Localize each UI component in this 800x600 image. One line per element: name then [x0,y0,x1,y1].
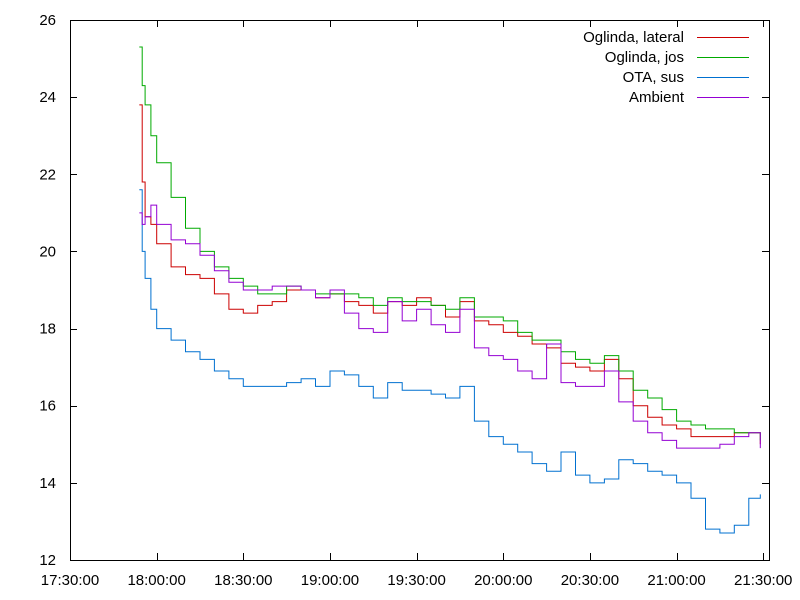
legend-label-3: Ambient [629,89,685,106]
y-tick-label: 26 [39,12,56,29]
x-tick-label: 21:30:00 [734,572,792,589]
series-line-3 [139,204,761,449]
x-tick-label: 18:00:00 [127,572,185,589]
x-tick-label: 20:30:00 [561,572,619,589]
y-tick-label: 18 [39,321,56,338]
x-tick-label: 18:30:00 [214,572,272,589]
y-tick-label: 12 [39,552,56,569]
x-tick-label: 20:00:00 [474,572,532,589]
legend-label-0: Oglinda, lateral [583,29,684,46]
plot-frame [70,20,770,561]
series-lines [139,46,761,534]
x-tick-label: 17:30:00 [41,572,99,589]
legend: Oglinda, lateral Oglinda, jos OTA, sus Ambi… [583,29,749,106]
y-tick-label: 14 [39,475,56,492]
legend-label-1: Oglinda, jos [605,49,684,66]
series-line-0 [139,104,761,445]
axis-ticks [70,20,769,560]
series-line-2 [139,189,761,534]
legend-label-2: OTA, sus [623,69,684,86]
y-tick-label: 20 [39,243,56,260]
y-tick-label: 16 [39,398,56,415]
x-tick-label: 19:00:00 [301,572,359,589]
y-tick-label: 24 [39,89,56,106]
y-tick-label: 22 [39,166,56,183]
x-tick-label: 21:00:00 [647,572,705,589]
axis-tick-labels: 17:30:00 18:00:00 18:30:00 19:00:00 19:30:00… [39,12,792,589]
x-tick-label: 19:30:00 [387,572,445,589]
series-line-1 [139,46,761,441]
